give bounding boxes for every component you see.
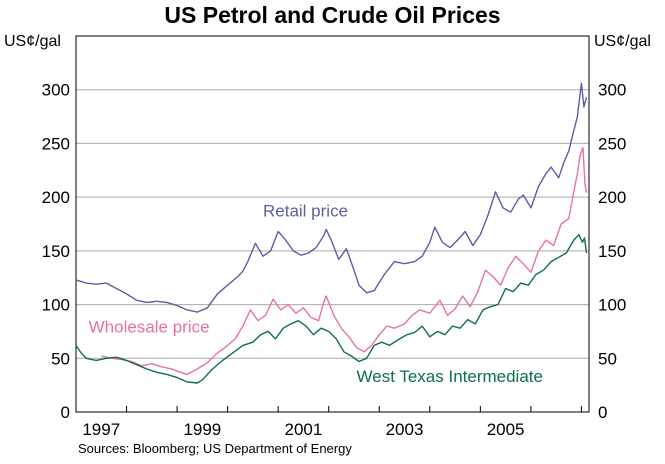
series-line-retail-price [75, 82, 588, 313]
plot-frame [75, 35, 590, 413]
y-tick-right-200: 200 [598, 188, 626, 207]
chart-source: Sources: Bloomberg; US Department of Ene… [78, 441, 352, 456]
series-line-west-texas-intermediate [75, 233, 588, 384]
x-tick-label-2001: 2001 [285, 420, 323, 439]
x-tick-label-1997: 1997 [82, 420, 120, 439]
y-tick-left-50: 50 [51, 349, 70, 368]
x-tick-label-1999: 1999 [183, 420, 221, 439]
y-tick-left-200: 200 [42, 188, 70, 207]
y-tick-left-100: 100 [42, 296, 70, 315]
x-tick-label-2003: 2003 [386, 420, 424, 439]
y-tick-right-100: 100 [598, 296, 626, 315]
y-axis-label-right: US¢/gal [594, 33, 651, 50]
y-axis-label-left: US¢/gal [4, 33, 61, 50]
y-tick-right-0: 0 [598, 403, 607, 422]
y-tick-left-250: 250 [42, 134, 70, 153]
series-label-retail-price: Retail price [263, 201, 348, 220]
x-tick-label-2005: 2005 [487, 420, 525, 439]
series-line-wholesale-price [101, 146, 588, 376]
series-label-west-texas-intermediate: West Texas Intermediate [357, 367, 543, 386]
y-tick-left-0: 0 [61, 403, 70, 422]
series-label-wholesale-price: Wholesale price [89, 318, 210, 337]
y-tick-right-250: 250 [598, 134, 626, 153]
y-tick-left-300: 300 [42, 81, 70, 100]
y-tick-right-300: 300 [598, 81, 626, 100]
y-tick-right-50: 50 [598, 349, 617, 368]
chart-title: US Petrol and Crude Oil Prices [164, 2, 501, 28]
y-tick-right-150: 150 [598, 242, 626, 261]
y-tick-left-150: 150 [42, 242, 70, 261]
